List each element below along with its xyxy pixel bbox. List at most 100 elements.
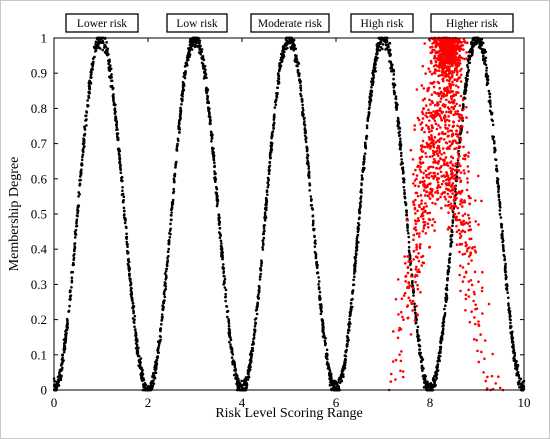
black-point [171, 198, 175, 202]
red-point [459, 180, 462, 184]
black-point [140, 377, 144, 381]
black-point [224, 299, 227, 303]
black-point [235, 374, 239, 378]
black-point [264, 206, 268, 210]
black-point [224, 292, 227, 296]
black-point [277, 77, 280, 80]
black-point [322, 335, 325, 339]
black-point [83, 125, 86, 129]
red-point [450, 205, 453, 208]
black-point [387, 45, 390, 49]
black-point [165, 267, 168, 271]
black-point [345, 344, 349, 348]
black-point [129, 283, 132, 287]
red-point [448, 68, 451, 72]
red-point [416, 217, 420, 220]
red-point [452, 101, 455, 105]
red-point [457, 85, 460, 89]
black-point [488, 100, 492, 103]
black-point [167, 247, 171, 251]
black-point [311, 221, 315, 225]
black-point [85, 124, 88, 127]
red-point [420, 199, 424, 202]
black-point [74, 224, 78, 228]
red-point [444, 182, 448, 185]
black-point [484, 56, 488, 60]
black-point [481, 54, 485, 58]
black-point [299, 94, 303, 98]
black-point [349, 302, 353, 305]
red-point [429, 112, 433, 115]
black-point [126, 245, 129, 249]
black-point [291, 39, 295, 43]
black-point [498, 209, 502, 212]
black-point [365, 126, 369, 130]
red-point [444, 60, 448, 63]
black-point [313, 234, 316, 238]
black-point [126, 258, 130, 262]
black-point [466, 64, 469, 67]
black-point [164, 285, 168, 288]
black-point [501, 229, 504, 233]
black-point [331, 382, 335, 385]
black-point [362, 161, 366, 165]
red-point [434, 140, 438, 144]
red-point [432, 80, 436, 84]
black-point [493, 148, 497, 152]
red-point [421, 176, 425, 180]
red-point [411, 309, 414, 312]
red-point [419, 170, 423, 173]
red-point [414, 268, 418, 271]
category-label-text: High risk [360, 18, 403, 30]
red-point [407, 260, 410, 263]
black-point [231, 360, 234, 364]
black-point [439, 340, 443, 343]
black-point [308, 183, 312, 187]
black-point [79, 178, 82, 182]
red-point [462, 40, 466, 43]
black-point [151, 375, 154, 379]
black-point [397, 131, 401, 135]
red-point [453, 164, 457, 168]
black-point [225, 305, 229, 308]
black-point [172, 180, 176, 183]
black-point [169, 232, 172, 236]
red-point [400, 297, 404, 301]
red-point [447, 134, 450, 138]
black-point [162, 305, 165, 309]
black-point [319, 307, 323, 311]
black-point [215, 187, 218, 190]
black-point [424, 375, 428, 378]
black-point [490, 118, 494, 121]
black-point [154, 360, 157, 364]
black-point [307, 174, 311, 178]
red-point [394, 297, 398, 301]
red-point [467, 217, 471, 220]
red-point [452, 188, 456, 192]
red-point [406, 255, 410, 258]
red-point [415, 304, 418, 308]
black-point [355, 235, 359, 239]
black-point [509, 331, 513, 334]
black-point [203, 75, 207, 79]
red-point [438, 137, 442, 141]
black-point [261, 239, 264, 242]
red-point [448, 61, 452, 65]
black-point [259, 266, 262, 270]
black-point [121, 189, 124, 193]
black-point [118, 157, 122, 161]
red-point [430, 124, 434, 127]
red-point [443, 86, 446, 90]
black-point [437, 357, 441, 361]
black-point [219, 239, 223, 243]
black-point [170, 204, 174, 207]
red-point [483, 339, 487, 342]
red-point [450, 39, 454, 43]
black-point [411, 279, 414, 283]
black-point [318, 296, 322, 299]
black-point [227, 325, 231, 328]
red-point [421, 261, 425, 264]
black-point [260, 262, 263, 265]
black-point [257, 293, 260, 296]
